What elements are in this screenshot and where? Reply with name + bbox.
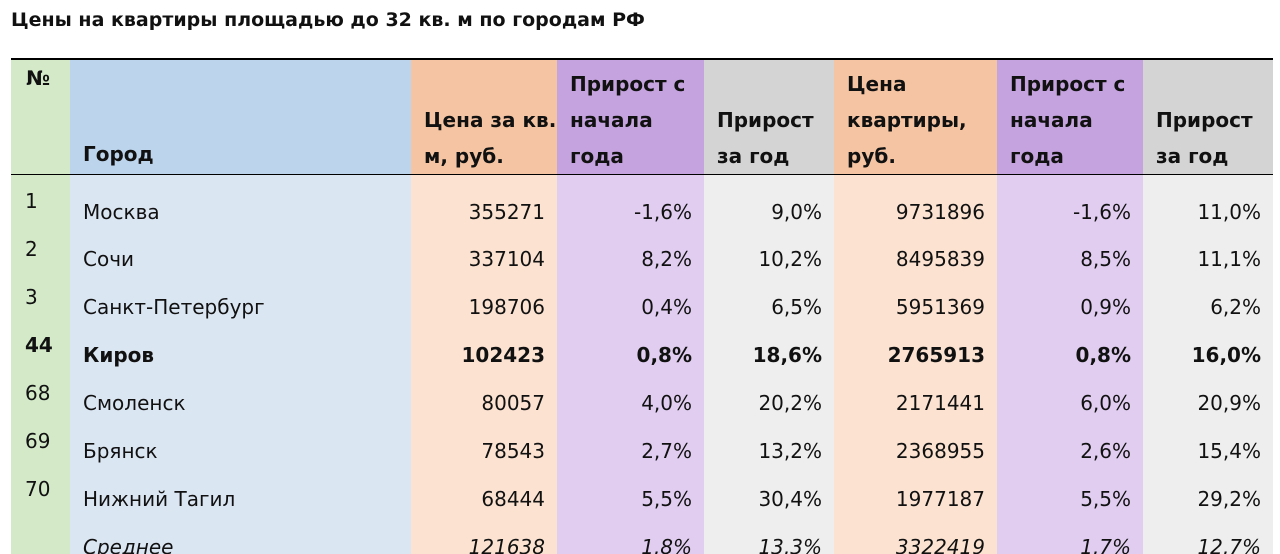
header-ytd-growth-flat: Прирост с начала года — [997, 59, 1143, 175]
row-yoy-growth-flat: 6,2% — [1143, 283, 1273, 331]
header-yoy-growth-sqm: Прирост за год — [704, 59, 834, 175]
row-ytd-growth-flat: 2,6% — [997, 427, 1143, 475]
row-price-sqm: 337104 — [411, 235, 557, 283]
row-rank: 2 — [11, 235, 70, 283]
header-price-sqm: Цена за кв. м, руб. — [411, 59, 557, 175]
row-price-sqm: 68444 — [411, 475, 557, 523]
header-yoy-growth-flat: Прирост за год — [1143, 59, 1273, 175]
row-city: Москва — [70, 174, 411, 235]
row-price-flat: 5951369 — [834, 283, 997, 331]
header-city: Город — [70, 59, 411, 175]
row-rank: 44 — [11, 331, 70, 379]
header-num: № — [11, 59, 70, 175]
row-city: Киров — [70, 331, 411, 379]
row-city: Среднее — [70, 523, 411, 554]
table-row-average: Среднее 121638 1,8% 13,3% 3322419 1,7% 1… — [11, 523, 1273, 554]
row-yoy-growth-flat: 11,0% — [1143, 174, 1273, 235]
row-ytd-growth-sqm: 0,8% — [557, 331, 704, 379]
table-row: 3 Санкт-Петербург 198706 0,4% 6,5% 59513… — [11, 283, 1273, 331]
row-city: Санкт-Петербург — [70, 283, 411, 331]
header-row: № Город Цена за кв. м, руб. Прирост с на… — [11, 59, 1273, 175]
row-ytd-growth-sqm: 5,5% — [557, 475, 704, 523]
row-ytd-growth-sqm: 0,4% — [557, 283, 704, 331]
row-yoy-growth-flat: 15,4% — [1143, 427, 1273, 475]
table-row: 68 Смоленск 80057 4,0% 20,2% 2171441 6,0… — [11, 379, 1273, 427]
row-price-flat: 2171441 — [834, 379, 997, 427]
row-city: Сочи — [70, 235, 411, 283]
row-ytd-growth-flat: 5,5% — [997, 475, 1143, 523]
row-rank: 68 — [11, 379, 70, 427]
row-yoy-growth-flat: 11,1% — [1143, 235, 1273, 283]
row-price-flat: 8495839 — [834, 235, 997, 283]
row-ytd-growth-flat: 1,7% — [997, 523, 1143, 554]
row-rank: 3 — [11, 283, 70, 331]
row-rank — [11, 523, 70, 554]
row-rank: 69 — [11, 427, 70, 475]
row-yoy-growth-flat: 29,2% — [1143, 475, 1273, 523]
row-yoy-growth-flat: 20,9% — [1143, 379, 1273, 427]
row-price-flat: 9731896 — [834, 174, 997, 235]
row-price-sqm: 78543 — [411, 427, 557, 475]
table-row: 1 Москва 355271 -1,6% 9,0% 9731896 -1,6%… — [11, 174, 1273, 235]
row-ytd-growth-flat: 0,9% — [997, 283, 1143, 331]
row-ytd-growth-sqm: 2,7% — [557, 427, 704, 475]
row-ytd-growth-flat: -1,6% — [997, 174, 1143, 235]
table-row: 70 Нижний Тагил 68444 5,5% 30,4% 1977187… — [11, 475, 1273, 523]
row-rank: 1 — [11, 174, 70, 235]
row-price-sqm: 198706 — [411, 283, 557, 331]
page-title: Цены на квартиры площадью до 32 кв. м по… — [11, 9, 645, 31]
row-ytd-growth-sqm: -1,6% — [557, 174, 704, 235]
row-yoy-growth-flat: 12,7% — [1143, 523, 1273, 554]
row-price-flat: 3322419 — [834, 523, 997, 554]
row-yoy-growth-sqm: 20,2% — [704, 379, 834, 427]
row-yoy-growth-sqm: 10,2% — [704, 235, 834, 283]
row-price-sqm: 102423 — [411, 331, 557, 379]
row-yoy-growth-sqm: 13,3% — [704, 523, 834, 554]
row-ytd-growth-flat: 0,8% — [997, 331, 1143, 379]
row-city: Нижний Тагил — [70, 475, 411, 523]
row-price-sqm: 80057 — [411, 379, 557, 427]
row-price-flat: 2765913 — [834, 331, 997, 379]
table-row-highlighted: 44 Киров 102423 0,8% 18,6% 2765913 0,8% … — [11, 331, 1273, 379]
row-price-sqm: 121638 — [411, 523, 557, 554]
row-price-sqm: 355271 — [411, 174, 557, 235]
row-city: Смоленск — [70, 379, 411, 427]
row-price-flat: 1977187 — [834, 475, 997, 523]
row-ytd-growth-flat: 6,0% — [997, 379, 1143, 427]
row-yoy-growth-sqm: 9,0% — [704, 174, 834, 235]
row-price-flat: 2368955 — [834, 427, 997, 475]
city-prices-table: № Город Цена за кв. м, руб. Прирост с на… — [11, 58, 1273, 554]
row-city: Брянск — [70, 427, 411, 475]
row-ytd-growth-sqm: 1,8% — [557, 523, 704, 554]
row-ytd-growth-flat: 8,5% — [997, 235, 1143, 283]
header-price-flat: Цена квартиры, руб. — [834, 59, 997, 175]
header-ytd-growth-sqm: Прирост с начала года — [557, 59, 704, 175]
row-ytd-growth-sqm: 8,2% — [557, 235, 704, 283]
row-yoy-growth-sqm: 30,4% — [704, 475, 834, 523]
row-rank: 70 — [11, 475, 70, 523]
row-yoy-growth-sqm: 18,6% — [704, 331, 834, 379]
table-row: 69 Брянск 78543 2,7% 13,2% 2368955 2,6% … — [11, 427, 1273, 475]
row-yoy-growth-flat: 16,0% — [1143, 331, 1273, 379]
row-ytd-growth-sqm: 4,0% — [557, 379, 704, 427]
table-row: 2 Сочи 337104 8,2% 10,2% 8495839 8,5% 11… — [11, 235, 1273, 283]
row-yoy-growth-sqm: 6,5% — [704, 283, 834, 331]
row-yoy-growth-sqm: 13,2% — [704, 427, 834, 475]
